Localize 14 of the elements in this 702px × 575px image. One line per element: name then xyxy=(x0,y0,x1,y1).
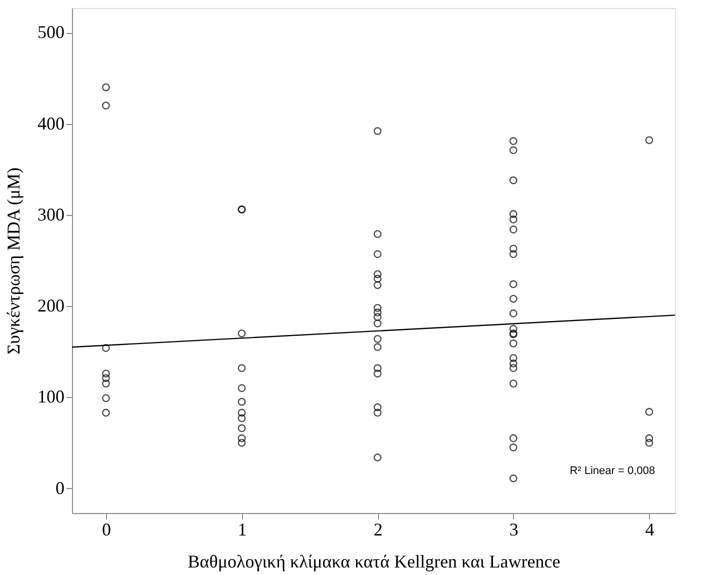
x-tick-label: 4 xyxy=(645,520,654,540)
y-tick-label: 500 xyxy=(38,22,64,42)
x-tick-label: 0 xyxy=(102,520,111,540)
annotation: R² Linear = 0,008 xyxy=(570,465,655,477)
x-tick-label: 1 xyxy=(238,520,247,540)
y-tick-label: 400 xyxy=(38,113,64,134)
y-tick-label: 100 xyxy=(38,386,64,407)
x-tick-label: 3 xyxy=(509,520,518,540)
y-tick-label: 200 xyxy=(38,296,64,316)
y-tick-label: 0 xyxy=(56,478,64,498)
y-tick-label: 300 xyxy=(38,204,64,224)
x-tick-label: 2 xyxy=(374,520,383,540)
y-axis-title: Συγκέντρωση MDA (μM) xyxy=(4,168,24,354)
x-axis-title: Βαθμολογική κλίμακα κατά Kellgren και Lawrence xyxy=(188,552,560,572)
